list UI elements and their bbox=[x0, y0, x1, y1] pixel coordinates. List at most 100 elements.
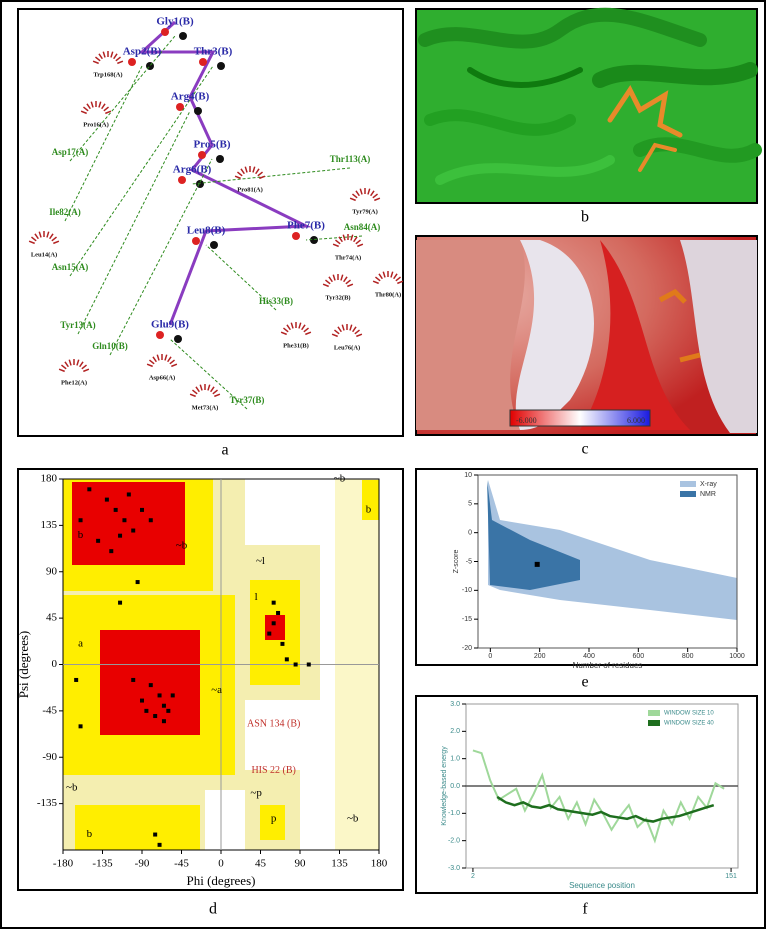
legend-label: WINDOW SIZE 10 bbox=[664, 711, 714, 717]
panel-label: c bbox=[581, 441, 588, 458]
atom bbox=[156, 331, 164, 339]
y-tick-label: -135 bbox=[37, 797, 58, 809]
residue-label: Tyr37(B) bbox=[230, 395, 265, 405]
region-label: l bbox=[255, 591, 258, 603]
point bbox=[157, 842, 162, 847]
hbond bbox=[69, 65, 214, 277]
x-tick-label: -45 bbox=[174, 858, 189, 870]
region-label: ~b bbox=[334, 473, 346, 485]
residue-label: Tyr79(A) bbox=[352, 208, 378, 215]
hydrophobic-spikes bbox=[80, 101, 112, 115]
y-tick-label: -45 bbox=[42, 704, 57, 716]
x-tick-label: 180 bbox=[371, 858, 388, 870]
hydrophobic-spikes bbox=[349, 188, 381, 202]
atom bbox=[217, 62, 225, 70]
point bbox=[148, 683, 153, 688]
residue-label: Thr113(A) bbox=[330, 154, 371, 164]
y-tick-label: -5 bbox=[466, 558, 472, 565]
y-tick-label: 3.0 bbox=[450, 701, 460, 708]
residue-label: Trp168(A) bbox=[93, 71, 122, 78]
residue-label: Pro5(B) bbox=[193, 139, 230, 151]
point bbox=[78, 724, 83, 729]
atom bbox=[198, 151, 206, 159]
point bbox=[284, 657, 289, 662]
residue-label: His33(B) bbox=[259, 296, 293, 306]
x-tick-label: 135 bbox=[331, 858, 348, 870]
residue-label: Leu14(A) bbox=[31, 251, 57, 258]
panel-label: d bbox=[209, 901, 217, 918]
point bbox=[157, 693, 162, 698]
x-axis-label: Sequence position bbox=[569, 881, 635, 890]
region-label: ~b bbox=[66, 782, 78, 794]
residue-label: Thr3(B) bbox=[194, 46, 233, 58]
legend-swatch bbox=[648, 710, 660, 716]
x-tick-label: 0 bbox=[488, 653, 492, 660]
region-label: ~p bbox=[250, 787, 262, 799]
y-tick-label: 45 bbox=[46, 612, 58, 624]
hydrophobic-spikes bbox=[92, 51, 124, 65]
x-tick-label: -180 bbox=[53, 858, 74, 870]
y-tick-label: -20 bbox=[462, 645, 472, 652]
legend-label: X-ray bbox=[700, 481, 717, 488]
x-tick-label: 400 bbox=[583, 653, 595, 660]
residue-label: Thr80(A) bbox=[375, 291, 401, 298]
atom bbox=[292, 232, 300, 240]
residue-label: Phe12(A) bbox=[61, 379, 87, 386]
point bbox=[118, 600, 123, 605]
atom bbox=[128, 58, 136, 66]
point bbox=[144, 708, 149, 713]
point bbox=[534, 561, 540, 567]
region-label: ~a bbox=[211, 684, 222, 696]
y-tick-label: 135 bbox=[41, 519, 58, 531]
panel-frame bbox=[17, 8, 404, 437]
atom bbox=[161, 28, 169, 36]
region-label: a bbox=[78, 637, 83, 649]
panel-frame bbox=[415, 695, 758, 894]
hbond bbox=[191, 167, 351, 185]
hbond bbox=[169, 338, 248, 410]
atom bbox=[199, 58, 207, 66]
x-tick-label: 45 bbox=[255, 858, 267, 870]
atom bbox=[192, 237, 200, 245]
atom bbox=[210, 241, 218, 249]
y-tick-label: 0.0 bbox=[450, 783, 460, 790]
atom bbox=[194, 107, 202, 115]
x-tick-label: 200 bbox=[534, 653, 546, 660]
hbond bbox=[109, 158, 213, 356]
point bbox=[87, 487, 92, 492]
atom bbox=[179, 32, 187, 40]
residue-label: Leu8(B) bbox=[187, 225, 226, 237]
residue-label: Gly1(B) bbox=[156, 16, 194, 28]
x-tick-label: 800 bbox=[682, 653, 694, 660]
x-tick-label: 1000 bbox=[729, 653, 745, 660]
region-label: p bbox=[271, 813, 277, 825]
x-tick-label: 0 bbox=[218, 858, 224, 870]
legend-label: WINDOW SIZE 40 bbox=[664, 721, 714, 727]
colorbar bbox=[509, 409, 651, 427]
hydrophobic-spikes bbox=[146, 354, 178, 368]
y-tick-label: 2.0 bbox=[450, 728, 460, 735]
panel-label: b bbox=[581, 209, 589, 226]
y-tick-label: 1.0 bbox=[450, 756, 460, 763]
x-tick-label: 600 bbox=[632, 653, 644, 660]
series-line bbox=[496, 795, 715, 823]
point bbox=[293, 662, 298, 667]
residue-label: Leu76(A) bbox=[334, 344, 360, 351]
point bbox=[267, 631, 272, 636]
x-tick-label: -135 bbox=[92, 858, 113, 870]
point bbox=[306, 662, 311, 667]
panel-label: f bbox=[582, 901, 588, 918]
y-axis-label: Psi (degrees) bbox=[16, 631, 31, 699]
hydrophobic-spikes bbox=[322, 274, 354, 288]
residue-label: Thr74(A) bbox=[335, 254, 361, 261]
hbond bbox=[64, 65, 143, 222]
legend-swatch bbox=[680, 491, 696, 497]
region-label: b bbox=[87, 828, 93, 840]
point bbox=[74, 677, 79, 682]
region-label: ASN 134 (B) bbox=[247, 719, 300, 730]
hydrophobic-spikes bbox=[280, 322, 312, 336]
y-tick-label: -2.0 bbox=[448, 838, 460, 845]
legend-swatch bbox=[680, 481, 696, 487]
